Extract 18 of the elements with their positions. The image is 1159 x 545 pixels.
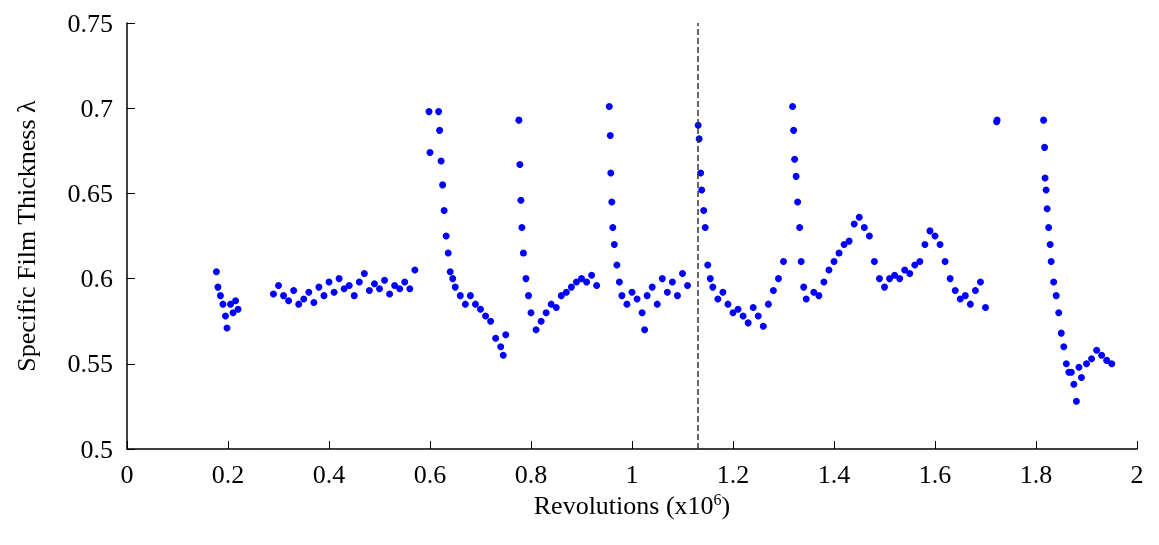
x-tick-label: 1 xyxy=(625,459,639,489)
x-tick-label: 0 xyxy=(120,459,134,489)
x-tick-label: 0.4 xyxy=(312,459,346,489)
y-tick-label: 0.75 xyxy=(67,8,113,38)
x-tick-label: 2 xyxy=(1130,459,1144,489)
x-tick-label: 0.2 xyxy=(211,459,245,489)
y-axis-title: Specific Film Thickness λ xyxy=(11,99,41,372)
y-tick-label: 0.55 xyxy=(67,349,113,379)
y-tick-label: 0.6 xyxy=(80,264,113,294)
x-tick-label: 1.2 xyxy=(716,459,750,489)
x-tick-label: 0.8 xyxy=(514,459,548,489)
x-tick-label: 1.8 xyxy=(1019,459,1053,489)
x-tick-label: 1.6 xyxy=(918,459,952,489)
y-tick-label: 0.65 xyxy=(67,178,113,208)
y-tick-label: 0.7 xyxy=(80,93,113,123)
x-tick-label: 0.6 xyxy=(413,459,447,489)
y-tick-label: 0.5 xyxy=(80,434,113,464)
x-tick-label: 1.4 xyxy=(817,459,851,489)
